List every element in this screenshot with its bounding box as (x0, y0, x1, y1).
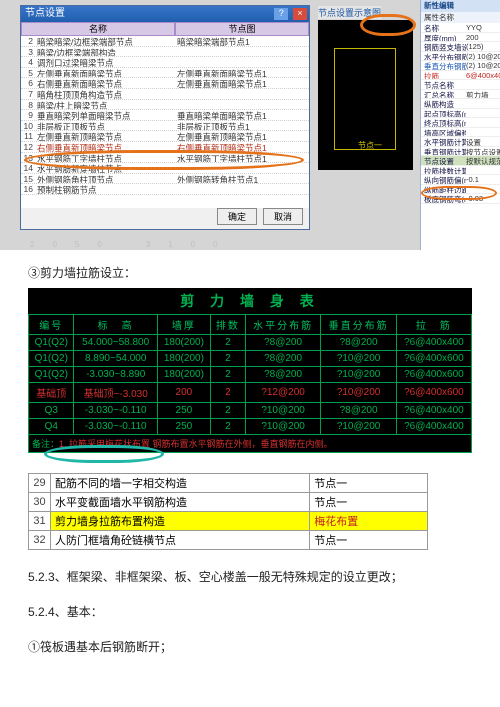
list-item[interactable]: 3暗梁/边框梁端部构造 (21, 47, 309, 58)
wall-th: 垂直分布筋 (321, 315, 397, 335)
screenshot-region: 节点设置 ? × 名称 节点图 2暗梁暗梁/边框梁端部节点暗梁暗梁端部节点13暗… (0, 0, 500, 250)
body-line-1: ③剪力墙拉筋设立： (0, 250, 500, 285)
small-config-table: 29配筋不同的墙一字相交构造节点一30水平变截面墙水平钢筋构造节点一31剪力墙身… (28, 473, 428, 550)
body-line-524: 5.2.4、基本： (0, 589, 500, 624)
list-item[interactable]: 6右侧垂直新面暗梁节点左侧垂直新面暗梁节点1 (21, 78, 309, 89)
table-row: Q1(Q2)8.890~54.000180(200)2?8@200?10@200… (29, 351, 472, 367)
list-item[interactable]: 13水平钢筋丁字墙柱节点水平钢筋丁字墙柱节点1 (21, 153, 309, 164)
col-header-graph: 节点图 (175, 22, 309, 36)
property-grid: 新性编辑 属性名称 名称YYQ厚度(mm)200钢筋竖支墙设置(125)水平分布… (420, 0, 500, 250)
table-row: Q1(Q2)54.000~58.800180(200)2?8@200?8@200… (29, 335, 472, 351)
close-icon[interactable]: × (293, 8, 307, 20)
minimize-icon[interactable]: ? (274, 8, 288, 20)
table-row: 29配筋不同的墙一字相交构造节点一 (29, 474, 428, 493)
dialog-list[interactable]: 2暗梁暗梁/边框梁端部节点暗梁暗梁端部节点13暗梁/边框梁端部构造4调剂口过梁暗… (21, 36, 309, 208)
wall-footer-right: 钢筋布置水平钢筋在外侧，垂直钢筋在内侧。 (153, 439, 333, 449)
propgrid-row[interactable]: 节点设置按默认规范要求 (421, 156, 500, 166)
propgrid-row[interactable]: 墙高区域偏移 (421, 128, 500, 138)
list-item[interactable]: 2暗梁暗梁/边框梁端部节点暗梁暗梁端部节点1 (21, 36, 309, 47)
list-item[interactable]: 7暗角柱顶顶角构造节点 (21, 89, 309, 100)
wall-th: 墙厚 (157, 315, 210, 335)
propgrid-row[interactable]: 钢筋竖支墙设置(125) (421, 42, 500, 52)
propgrid-row[interactable]: 拉筋排数计算 (421, 166, 500, 176)
table-row: Q4-3.030~-0.1102502?10@200?10@200?6@400x… (29, 419, 472, 435)
list-item[interactable]: 4调剂口过梁暗梁节点 (21, 57, 309, 68)
wall-table-caption: 剪 力 墙 身 表 (28, 288, 472, 314)
dialog-title: 节点设置 (25, 6, 65, 22)
body-line-525: ①筏板遇基本后钢筋断开； (0, 624, 500, 659)
list-item[interactable]: 16预制柱钢筋节点 (21, 184, 309, 195)
wall-th: 拉 筋 (396, 315, 471, 335)
col-header-name: 名称 (21, 22, 175, 36)
list-item[interactable]: 15外侧钢筋角柱顶节点外侧钢筋转角柱节点1 (21, 174, 309, 185)
table-row: 30水平变截面墙水平钢筋构造节点一 (29, 493, 428, 512)
highlight-ring-preview (360, 14, 416, 36)
list-item[interactable]: 12右侧垂直新顶暗梁节点右侧垂直新顶暗梁节点1 (21, 142, 309, 153)
wall-footer-left: 1. 拉筋采用梅花状布置 (59, 439, 150, 449)
dialog-titlebar: 节点设置 ? × (21, 6, 309, 22)
list-item[interactable]: 9垂直暗梁列单面暗梁节点垂直暗梁单面暗梁节点1 (21, 110, 309, 121)
wall-body-table: 剪 力 墙 身 表 编号标 高墙厚排数水平分布筋垂直分布筋拉 筋 Q1(Q2)5… (28, 288, 472, 453)
propgrid-row[interactable]: 纵筋构造 (421, 99, 500, 109)
list-item[interactable]: 5左侧垂直新面暗梁节点左侧垂直新面暗梁节点1 (21, 68, 309, 79)
ok-button[interactable]: 确定 (217, 208, 257, 225)
wall-th: 标 高 (74, 315, 157, 335)
body-line-523: 5.2.3、框架梁、非框架梁、板、空心楼盖一般无特殊规定的设立更改； (0, 554, 500, 589)
table-row: 31剪力墙身拉筋布置构造梅花布置 (29, 512, 428, 531)
wall-th: 排数 (210, 315, 245, 335)
propgrid-row[interactable]: 拉筋6@400x400 (421, 71, 500, 81)
propgrid-row[interactable]: 垂直分布钢筋(2) 10@200 (421, 61, 500, 71)
list-item[interactable]: 14水平钢筋新穿墙柱节点 (21, 163, 309, 174)
list-item[interactable]: 10非层板正顶板节点非层板正顶板节点1 (21, 121, 309, 132)
dialog-column-headers: 名称 节点图 (21, 22, 309, 36)
list-item[interactable]: 8暗梁/柱上暗梁节点 (21, 100, 309, 111)
wall-th: 水平分布筋 (245, 315, 321, 335)
table-row: 32人防门框墙角砼链横节点节点一 (29, 531, 428, 550)
list-item[interactable]: 11左侧垂直新顶暗梁节点左侧垂直新顶暗梁节点1 (21, 131, 309, 142)
table-row: Q1(Q2)-3.030~8.890180(200)2?8@200?10@200… (29, 367, 472, 383)
propgrid-row[interactable]: 纵向钢筋偏(m)-0.1 (421, 175, 500, 185)
node-settings-dialog: 节点设置 ? × 名称 节点图 2暗梁暗梁/边框梁端部节点暗梁暗梁端部节点13暗… (20, 5, 310, 230)
propgrid-row[interactable]: 垂直钢筋计算按节点设置计算 (421, 147, 500, 157)
propgrid-row[interactable]: 终点顶标高(m) (421, 118, 500, 128)
ruler-marks: 2050 3100 (30, 239, 236, 250)
propgrid-subheader: 属性名称 (421, 12, 500, 23)
propgrid-row[interactable]: 厚度(mm)200 (421, 33, 500, 43)
table-row: 基础顶基础顶~-3.0302002?12@200?10@200?6@400x60… (29, 383, 472, 403)
preview-node-label: 节点一 (358, 140, 382, 151)
propgrid-row[interactable]: 起点顶标高(m) (421, 109, 500, 119)
cancel-button[interactable]: 取消 (263, 208, 303, 225)
propgrid-header: 新性编辑 (421, 0, 500, 12)
propgrid-row[interactable]: 水平钢筋计算设置 (421, 137, 500, 147)
wall-th: 编号 (29, 315, 74, 335)
highlight-ring-propgrid (421, 186, 497, 200)
table-row: Q3-3.030~-0.1102502?10@200?8@200?6@400x4… (29, 403, 472, 419)
propgrid-row[interactable]: 名称YYQ (421, 23, 500, 33)
propgrid-row[interactable]: 汇总名称剪力墙 (421, 90, 500, 100)
propgrid-row[interactable]: 水平分布钢筋(2) 10@200 (421, 52, 500, 62)
propgrid-row[interactable]: 节点名称 (421, 80, 500, 90)
